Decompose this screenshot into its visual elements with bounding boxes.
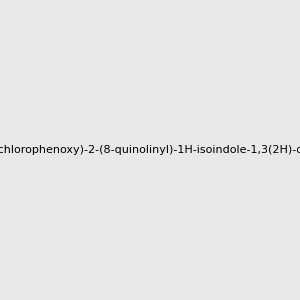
Text: 4-(4-chlorophenoxy)-2-(8-quinolinyl)-1H-isoindole-1,3(2H)-dione: 4-(4-chlorophenoxy)-2-(8-quinolinyl)-1H-… <box>0 145 300 155</box>
